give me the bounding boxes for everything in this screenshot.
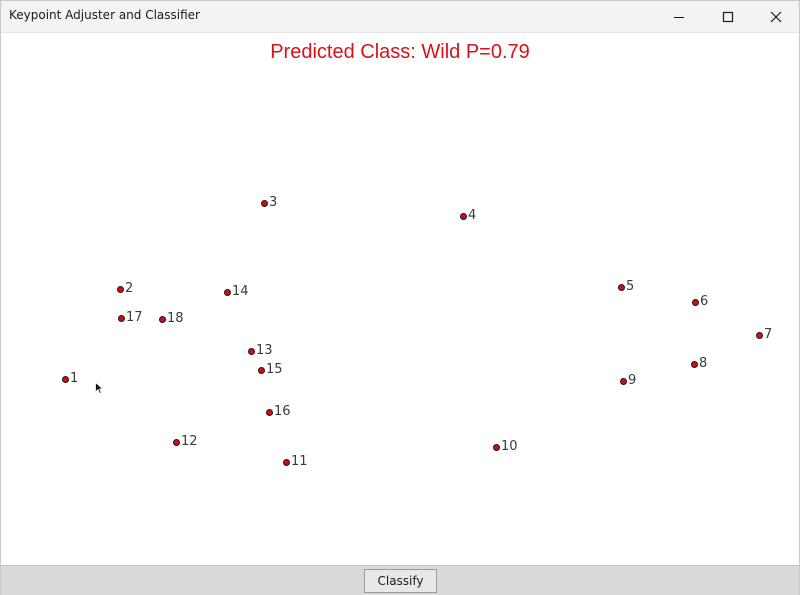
keypoint-marker[interactable]: [691, 361, 698, 368]
keypoint-marker[interactable]: [118, 315, 125, 322]
keypoint-label: 9: [628, 373, 637, 388]
keypoint-label: 4: [468, 208, 477, 223]
keypoint-label: 11: [291, 454, 308, 469]
keypoint-marker[interactable]: [62, 376, 69, 383]
maximize-button[interactable]: [705, 1, 751, 32]
keypoint-label: 1: [70, 371, 79, 386]
keypoint-label: 14: [232, 284, 249, 299]
keypoint-label: 10: [501, 439, 518, 454]
keypoint-label: 18: [167, 311, 184, 326]
title-bar[interactable]: Keypoint Adjuster and Classifier: [1, 1, 799, 33]
keypoint-marker[interactable]: [159, 316, 166, 323]
keypoint-label: 8: [699, 356, 708, 371]
keypoint-label: 12: [181, 434, 198, 449]
keypoint-label: 5: [626, 279, 635, 294]
keypoint-label: 7: [764, 327, 773, 342]
close-button[interactable]: [753, 1, 799, 32]
keypoint-marker[interactable]: [493, 444, 500, 451]
maximize-icon: [722, 11, 734, 22]
keypoint-canvas[interactable]: Predicted Class: Wild P=0.79 1 2 3 4 5 6…: [1, 33, 799, 565]
keypoint-label: 13: [256, 343, 273, 358]
keypoint-marker[interactable]: [261, 200, 268, 207]
keypoint-marker[interactable]: [173, 439, 180, 446]
keypoint-marker[interactable]: [618, 284, 625, 291]
keypoint-marker[interactable]: [756, 332, 763, 339]
keypoint-marker[interactable]: [620, 378, 627, 385]
keypoint-marker[interactable]: [248, 348, 255, 355]
keypoint-marker[interactable]: [266, 409, 273, 416]
keypoint-marker[interactable]: [117, 286, 124, 293]
keypoint-label: 15: [266, 362, 283, 377]
window-title: Keypoint Adjuster and Classifier: [9, 8, 200, 22]
keypoint-marker[interactable]: [283, 459, 290, 466]
close-icon: [770, 11, 782, 22]
keypoint-label: 2: [125, 281, 134, 296]
minimize-icon: [674, 16, 684, 18]
keypoint-label: 17: [126, 310, 143, 325]
keypoint-label: 3: [269, 195, 278, 210]
keypoint-marker[interactable]: [692, 299, 699, 306]
keypoint-marker[interactable]: [224, 289, 231, 296]
classify-button[interactable]: Classify: [364, 569, 437, 593]
mouse-pointer-icon: [95, 382, 104, 395]
keypoint-marker[interactable]: [460, 213, 467, 220]
keypoint-marker[interactable]: [258, 367, 265, 374]
predicted-class-label: Predicted Class: Wild P=0.79: [270, 41, 530, 63]
keypoint-label: 16: [274, 404, 291, 419]
bottom-toolbar: Classify: [1, 565, 799, 595]
keypoint-label: 6: [700, 294, 709, 309]
minimize-button[interactable]: [656, 1, 702, 32]
